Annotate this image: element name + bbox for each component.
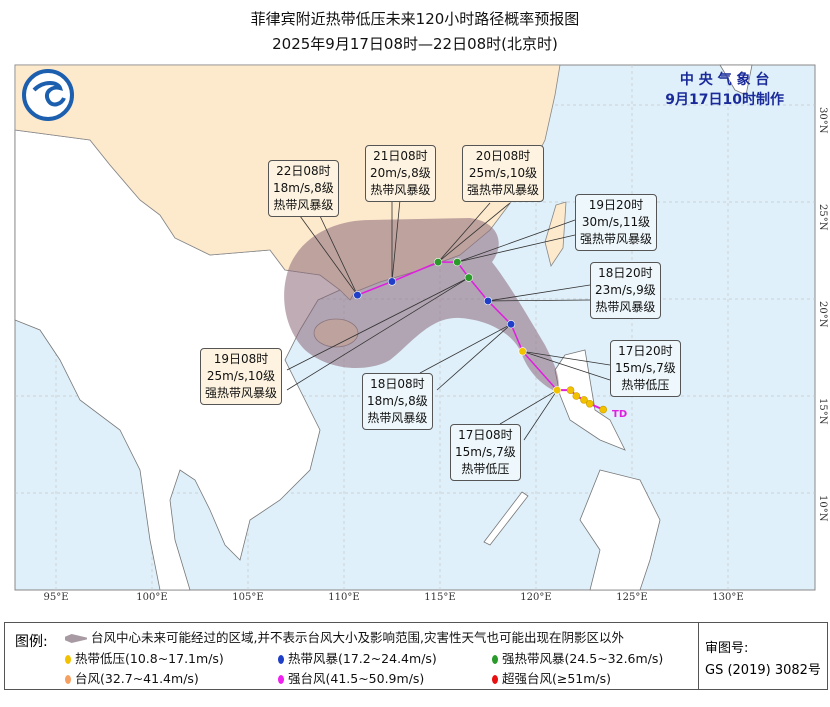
- forecast-position-ts-marker: [483, 296, 493, 306]
- legend: 图例: 台风中心未来可能经过的区域,并不表示台风大小及影响范围,灾害性天气也可能…: [4, 622, 828, 690]
- probability-cone: [284, 218, 559, 392]
- forecast-label-21-08: 21日08时 20m/s,8级 热带风暴级: [365, 145, 436, 202]
- forecast-position-td-marker: [553, 386, 562, 395]
- leader-line: [286, 277, 470, 391]
- visayas-mindanao-islands: [579, 469, 661, 591]
- review-number: GS (2019) 3082号: [705, 663, 821, 678]
- forecast-label-19-08: 19日08时 25m/s,10级 强热带风暴级: [200, 348, 283, 405]
- forecast-position-td-marker: [518, 347, 527, 356]
- forecast-label-17-08: 17日08时 15m/s,7级 热带低压: [450, 424, 521, 481]
- forecast-position-sts-marker: [464, 273, 473, 282]
- forecast-label-20-08: 20日08时 25m/s,10级 强热带风暴级: [462, 145, 545, 202]
- map-subtitle: 2025年9月17日08时—22日08时(北京时): [272, 35, 558, 53]
- legend-cone: 台风中心未来可能经过的区域,并不表示台风大小及影响范围,灾害性天气也可能出现在阴…: [65, 627, 624, 646]
- forecast-label-19-20: 19日20时 30m/s,11级 强热带风暴级: [575, 194, 658, 251]
- forecast-position-sts-marker: [453, 258, 462, 267]
- leader-line: [499, 389, 558, 425]
- leader-line: [457, 234, 576, 263]
- longitude-label: 100°E: [136, 592, 168, 603]
- longitude-label: 95°E: [43, 592, 69, 603]
- past-position-td-marker: [599, 405, 608, 414]
- review-label: 审图号:: [705, 641, 749, 656]
- leader-line: [487, 299, 591, 302]
- ty-marker-icon: [65, 675, 71, 684]
- current-td-label: TD: [612, 409, 628, 420]
- forecast-label-18-20: 18日20时 23m/s,9级 热带风暴级: [590, 262, 661, 319]
- leader-line: [319, 215, 358, 296]
- legend-sts: 强热带风暴(24.5~32.6m/s): [492, 648, 663, 667]
- forecast-label-17-20: 17日20时 15m/s,7级 热带低压: [610, 340, 681, 397]
- leader-line: [457, 219, 576, 263]
- td-marker-icon: [65, 655, 71, 664]
- typhoon-track: [353, 258, 608, 414]
- longitude-label: 120°E: [520, 592, 552, 603]
- leader-line: [419, 323, 512, 374]
- longitude-label: 115°E: [424, 592, 456, 603]
- legend-td: 热带低压(10.8~17.1m/s): [65, 648, 224, 667]
- leader-line: [286, 277, 469, 371]
- forecast-position-ts-marker: [353, 291, 362, 300]
- leader-line: [391, 199, 401, 282]
- cma-logo: [22, 69, 74, 121]
- legend-title: 图例:: [15, 634, 48, 650]
- cone-swatch-icon: [65, 634, 87, 643]
- legend-divider: [698, 623, 699, 689]
- agency-name: 中 央 气 象 台: [679, 72, 770, 88]
- leader-line: [437, 202, 491, 263]
- legend-sty: 强台风(41.5~50.9m/s): [278, 668, 424, 687]
- forecast-position-sts-marker: [433, 258, 443, 267]
- forecast-position-ts-marker: [506, 320, 516, 329]
- agency-stamp: 中 央 气 象 台 9月17日10时制作: [665, 70, 784, 110]
- taiwan-island: [544, 201, 567, 267]
- latitude-label: 15°N: [817, 398, 828, 425]
- forecast-label-22-08: 22日08时 18m/s,8级 热带风暴级: [268, 160, 339, 217]
- past-position-td-marker: [566, 386, 575, 394]
- legend-superty: 超强台风(≥51m/s): [492, 668, 611, 687]
- past-position-td-marker: [572, 392, 581, 400]
- leader-line: [487, 284, 591, 302]
- forecast-position-ts-marker: [387, 277, 397, 286]
- japan-ryukyu: [719, 64, 753, 96]
- leader-line: [437, 202, 511, 263]
- past-position-td-marker: [580, 396, 588, 404]
- longitude-label: 105°E: [232, 592, 264, 603]
- sts-marker-icon: [492, 655, 498, 664]
- past-position-td-marker: [585, 399, 594, 408]
- ts-marker-icon: [278, 655, 284, 664]
- latitude-label: 25°N: [817, 204, 828, 231]
- longitude-label: 125°E: [616, 592, 648, 603]
- leader-line: [522, 350, 611, 366]
- sty-marker-icon: [278, 675, 284, 684]
- longitude-label: 130°E: [712, 592, 744, 603]
- latitude-label: 30°N: [817, 107, 828, 134]
- label-leader-lines: [286, 199, 611, 441]
- forecast-label-18-08: 18日08时 18m/s,8级 热带风暴级: [362, 373, 433, 430]
- leader-line: [523, 389, 558, 441]
- map-title: 菲律宾附近热带低压未来120小时路径概率预报图: [250, 10, 580, 28]
- longitude-label: 110°E: [328, 592, 360, 603]
- legend-ts: 热带风暴(17.2~24.4m/s): [278, 648, 437, 667]
- leader-line: [299, 215, 358, 296]
- palawan-island: [483, 491, 529, 546]
- legend-ty: 台风(32.7~41.4m/s): [65, 668, 199, 687]
- superty-marker-icon: [492, 675, 498, 684]
- latitude-label: 20°N: [817, 301, 828, 328]
- leader-line: [522, 350, 611, 381]
- leader-line: [436, 323, 512, 391]
- latitude-label: 10°N: [817, 495, 828, 522]
- issue-time: 9月17日10时制作: [665, 92, 784, 108]
